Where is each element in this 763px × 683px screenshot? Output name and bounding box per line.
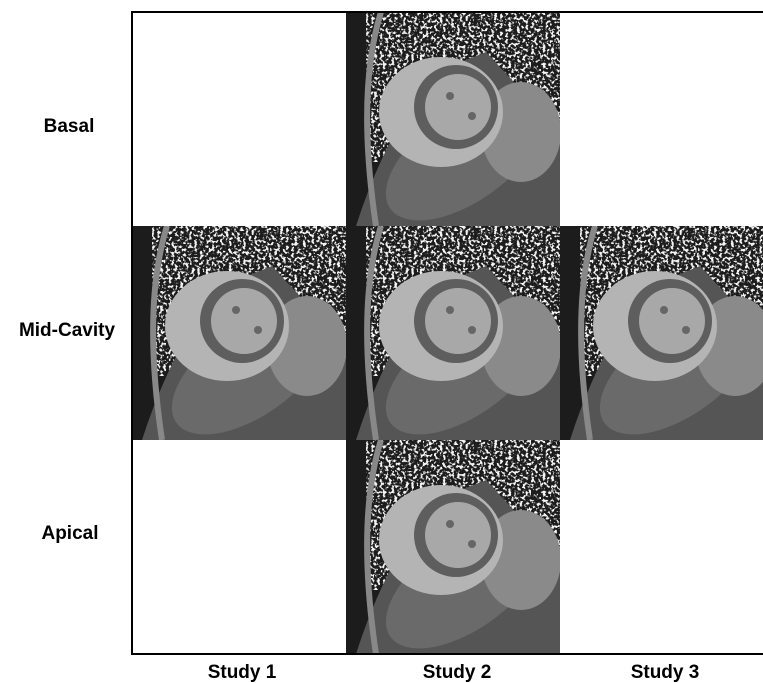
mri-image [560, 226, 763, 459]
column-label: Study 3 [631, 662, 700, 683]
column-label: Study 1 [208, 662, 277, 683]
mri-image [132, 226, 350, 459]
row-label: Mid-Cavity [19, 320, 116, 341]
mri-image [346, 440, 564, 673]
row-label: Basal [44, 116, 95, 137]
column-label: Study 2 [423, 662, 492, 683]
mri-image [346, 226, 564, 459]
mri-image [346, 12, 564, 245]
row-label: Apical [41, 523, 98, 544]
